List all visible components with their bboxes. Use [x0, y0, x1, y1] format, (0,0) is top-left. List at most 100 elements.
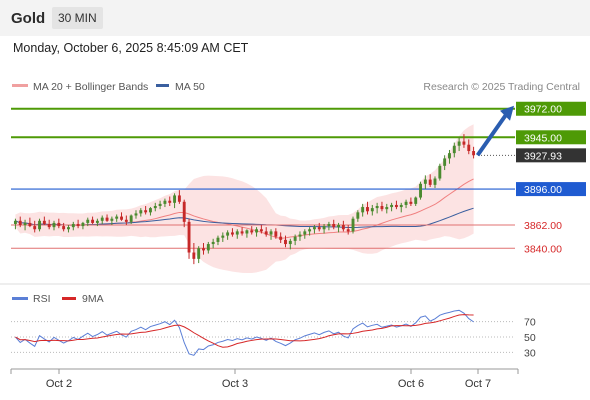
candle-body [288, 240, 292, 245]
candle-body [433, 178, 437, 185]
candle-body [274, 231, 278, 237]
candle-body [390, 204, 394, 208]
level-label: 3972.00 [524, 104, 562, 116]
rsi-line [15, 309, 474, 356]
candle-body [71, 223, 75, 228]
candle-body [206, 244, 210, 251]
candle-body [221, 235, 225, 238]
candle-body [76, 223, 80, 227]
candle-body [346, 229, 350, 232]
candle-body [404, 201, 408, 205]
candle-body [226, 232, 230, 236]
candle-body [269, 231, 273, 235]
candle-body [361, 207, 365, 213]
candle-body [332, 223, 336, 228]
candle-body [385, 207, 389, 210]
candle-body [235, 231, 239, 235]
candle-body [13, 220, 17, 224]
candle-body [202, 248, 205, 251]
candle-body [100, 217, 104, 221]
candle-body [134, 213, 138, 216]
candle-body [120, 216, 123, 220]
candle-body [462, 141, 466, 145]
candle-body [317, 227, 321, 230]
candle-body [95, 220, 99, 223]
timeframe-badge[interactable]: 30 MIN [52, 7, 103, 29]
candle-body [370, 208, 374, 212]
resistance-tag [516, 101, 586, 116]
candle-body [28, 222, 32, 227]
candle-body [62, 226, 66, 230]
candle-body [293, 236, 297, 241]
level-label: 3862.00 [524, 220, 562, 232]
level-label: 3927.93 [524, 150, 562, 162]
candle-body [356, 212, 360, 219]
time-tick-label: Oct 6 [398, 378, 424, 390]
candle-body [250, 230, 254, 233]
rsi-tick-label: 50 [524, 332, 536, 344]
candle-body [57, 222, 61, 227]
candle-body [245, 230, 249, 234]
time-tick-label: Oct 2 [46, 378, 72, 390]
candle-body [366, 207, 369, 212]
time-tick-label: Oct 7 [465, 378, 491, 390]
candle-body [197, 248, 201, 259]
candle-body [312, 227, 316, 230]
candle-body [279, 236, 283, 240]
candle-body [144, 210, 148, 213]
header-bar: Gold 30 MIN [0, 0, 590, 36]
candle-body [149, 208, 152, 213]
candle-body [18, 220, 22, 226]
level-label: 3945.00 [524, 132, 562, 144]
bb-legend-swatch [12, 84, 28, 87]
candle-body [42, 220, 46, 224]
candle-body [303, 231, 307, 235]
time-tick-label: Oct 3 [222, 378, 248, 390]
candle-body [81, 222, 85, 227]
candle-body [67, 227, 70, 230]
candle-body [105, 217, 109, 221]
candle-body [472, 151, 476, 156]
candle-body [187, 221, 191, 253]
rsi-ma-line [15, 314, 474, 348]
projection-arrow-head [500, 105, 514, 121]
candle-body [23, 222, 27, 226]
candle-body [163, 200, 167, 204]
candle-body [124, 219, 128, 222]
candle-body [399, 204, 403, 208]
rsi-legend-label: RSI [33, 293, 51, 305]
candle-body [452, 145, 456, 154]
candle-body [259, 229, 263, 232]
candle-body [341, 225, 345, 230]
rsi-ma-legend-swatch [62, 297, 76, 300]
rsi-legend-swatch [12, 297, 28, 300]
projection-arrow-shaft [475, 113, 508, 157]
candle-body [153, 206, 157, 209]
resistance-tag [516, 130, 586, 145]
candle-body [298, 234, 302, 237]
candle-body [264, 231, 268, 235]
candle-body [115, 216, 119, 219]
candle-body [322, 226, 326, 230]
bb-legend-label: MA 20 + Bollinger Bands [33, 81, 148, 93]
candle-body [139, 210, 143, 214]
candle-body [110, 218, 114, 221]
candle-body [168, 200, 172, 203]
candle-body [129, 215, 133, 222]
candle-body [394, 204, 398, 208]
candle-body [216, 237, 220, 242]
candle-body [438, 165, 442, 179]
candle-body [211, 241, 215, 245]
credit-text: Research © 2025 Trading Central [423, 81, 580, 93]
candle-body [419, 183, 422, 198]
candle-body [255, 229, 259, 233]
candle-body [182, 201, 186, 222]
timestamp: Monday, October 6, 2025 8:45:09 AM CET [13, 41, 249, 55]
candle-body [38, 220, 41, 230]
candle-body [337, 225, 340, 228]
candle-body [177, 195, 181, 202]
level-label: 3896.00 [524, 184, 562, 196]
ma50-legend-swatch [156, 84, 169, 87]
rsi-tick-label: 70 [524, 317, 536, 329]
